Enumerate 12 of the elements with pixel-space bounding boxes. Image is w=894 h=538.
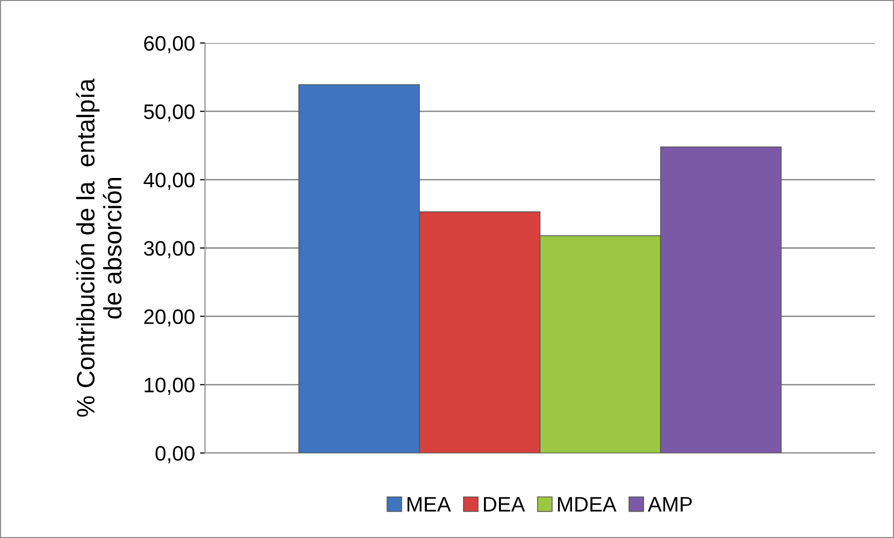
- y-tick-label: 30,00: [144, 241, 194, 258]
- y-tick-label: 40,00: [144, 172, 194, 190]
- legend-label: MEA: [408, 497, 451, 512]
- legend-label: MDEA: [558, 497, 616, 512]
- y-tick-label: 20,00: [144, 309, 194, 327]
- y-tick-label: 60,00: [144, 36, 194, 54]
- legend-label: DEA: [484, 497, 526, 512]
- legend-label: AMP: [648, 497, 692, 512]
- y-tick-label: 50,00: [144, 104, 194, 122]
- y-tick-label: 10,00: [144, 378, 194, 395]
- y-axis-title: % Contribuciión de la entalpía de absorción: [76, 78, 122, 417]
- y-tick-label: 0,00: [156, 446, 194, 464]
